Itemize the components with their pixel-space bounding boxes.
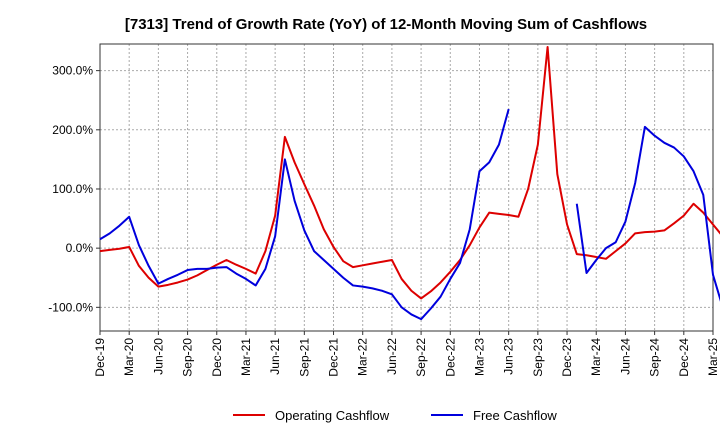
plot-frame [99, 43, 714, 332]
x-tick-label: Sep-24 [648, 338, 662, 377]
x-tick-label: Dec-22 [443, 338, 457, 377]
x-tick-label: Dec-24 [677, 338, 691, 377]
x-tick-label: Dec-19 [93, 338, 107, 377]
x-tick-label: Mar-25 [706, 338, 720, 376]
x-tick-label: Dec-20 [210, 338, 224, 377]
operating-cashflow-line [99, 45, 720, 300]
y-tick-label: 300.0% [52, 64, 93, 78]
x-tick-label: Sep-23 [531, 338, 545, 377]
x-tick-label: Mar-20 [122, 338, 136, 376]
y-tick-label: -100.0% [48, 300, 93, 314]
x-tick-label: Dec-23 [560, 338, 574, 377]
y-tick-label: 0.0% [66, 241, 94, 255]
x-tick-label: Mar-23 [472, 338, 486, 376]
x-tick-label: Sep-22 [414, 338, 428, 377]
operating-cashflow-legend-label: Operating Cashflow [275, 408, 390, 423]
x-tick-label: Mar-24 [589, 338, 603, 376]
x-tick-label: Jun-20 [151, 338, 165, 375]
y-tick-label: 100.0% [52, 182, 93, 196]
free-cashflow-line [99, 108, 720, 321]
x-tick-label: Jun-21 [268, 338, 282, 375]
x-tick-label: Mar-21 [239, 338, 253, 376]
chart-title: [7313] Trend of Growth Rate (YoY) of 12-… [125, 16, 647, 33]
x-tick-label: Jun-22 [385, 338, 399, 375]
x-tick-label: Jun-23 [502, 338, 516, 375]
x-tick-label: Sep-20 [181, 338, 195, 377]
free-cashflow-legend-label: Free Cashflow [473, 408, 557, 423]
x-tick-label: Mar-22 [356, 338, 370, 376]
y-tick-label: 200.0% [52, 123, 93, 137]
x-tick-label: Sep-21 [297, 338, 311, 377]
x-tick-label: Dec-21 [327, 338, 341, 377]
x-tick-label: Jun-24 [618, 338, 632, 375]
